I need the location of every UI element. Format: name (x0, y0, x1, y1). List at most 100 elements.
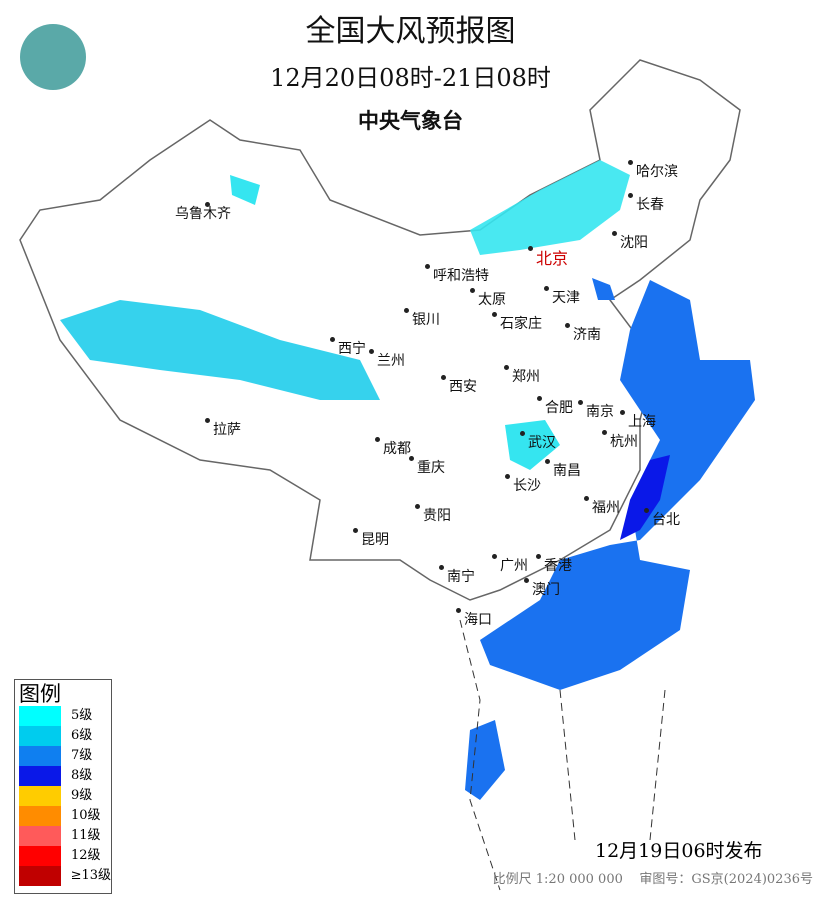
city-label: 西宁 (338, 341, 366, 357)
city-dot (537, 396, 542, 401)
legend-label: 7级 (71, 748, 93, 763)
city-label: 乌鲁木齐 (175, 206, 231, 222)
legend-item: 10级 (15, 806, 111, 826)
city-dot (409, 456, 414, 461)
forecast-period: 12月20日08时-21日08时 (270, 64, 551, 92)
city-dot (620, 410, 625, 415)
city-label: 重庆 (417, 460, 445, 476)
city-dot (545, 459, 550, 464)
city-label: 长春 (636, 197, 664, 213)
legend-label: 9级 (71, 788, 93, 803)
city-label: 郑州 (512, 369, 540, 385)
wind-7-bohai (592, 278, 615, 300)
city-label: 拉萨 (213, 422, 241, 438)
city-label: 澳门 (532, 582, 560, 598)
city-label: 海口 (464, 612, 492, 628)
map-footer: 比例尺 1:20 000 000 审图号：GS京(2024)0236号 (493, 872, 813, 888)
approval-number: 审图号：GS京(2024)0236号 (639, 872, 813, 887)
map-title: 全国大风预报图 (305, 14, 516, 49)
legend-swatch (19, 806, 61, 826)
legend-swatch (19, 726, 61, 746)
legend-swatch (19, 826, 61, 846)
city-dot (520, 431, 525, 436)
city-label: 兰州 (377, 353, 405, 369)
city-dot (205, 202, 210, 207)
city-dot (584, 496, 589, 501)
legend-label: 8级 (71, 768, 93, 783)
legend-swatch (19, 746, 61, 766)
city-label: 合肥 (545, 400, 573, 416)
legend-title: 图例 (19, 682, 61, 706)
city-label: 北京 (536, 249, 569, 268)
city-dot (330, 337, 335, 342)
city-label: 南宁 (447, 569, 475, 585)
city-dot (565, 323, 570, 328)
legend-swatch (19, 846, 61, 866)
city-dot (602, 430, 607, 435)
wind-5-xinjiang (230, 175, 260, 205)
wind-6-northwest (60, 300, 380, 400)
city-label: 香港 (544, 558, 572, 574)
issuer: 中央气象台 (358, 108, 463, 133)
city-dot (544, 286, 549, 291)
city-label: 台北 (652, 512, 680, 528)
legend-label: 12级 (71, 848, 101, 863)
city-dot (524, 578, 529, 583)
city-label: 天津 (552, 290, 580, 306)
city-label: 太原 (478, 292, 506, 308)
city-label: 武汉 (528, 435, 556, 451)
city-dot (612, 231, 617, 236)
wind-7-south-sea (465, 720, 505, 800)
city-dot (425, 264, 430, 269)
city-label: 南京 (586, 404, 614, 420)
legend-swatch (19, 786, 61, 806)
city-label: 昆明 (361, 532, 389, 548)
city-label: 哈尔滨 (636, 164, 678, 180)
city-label: 广州 (500, 558, 528, 574)
legend-item: 9级 (15, 786, 111, 806)
legend: 图例 5级 6级 7级 8级 9级 10级 11级 12级 ≥13级 (14, 679, 112, 894)
city-dot (628, 193, 633, 198)
city-dot (205, 418, 210, 423)
city-dot (492, 312, 497, 317)
legend-swatch (19, 706, 61, 726)
legend-label: ≥13级 (70, 868, 111, 883)
legend-item: 7级 (15, 746, 111, 766)
city-dot (470, 288, 475, 293)
city-dot (492, 554, 497, 559)
publish-time: 12月19日06时发布 (595, 840, 763, 862)
city-dot (439, 565, 444, 570)
legend-label: 6级 (71, 728, 93, 743)
legend-item: ≥13级 (15, 866, 111, 886)
city-label: 济南 (573, 327, 601, 343)
legend-label: 5级 (71, 708, 93, 723)
wind-5-central (505, 420, 560, 470)
city-dot (415, 504, 420, 509)
city-dot (353, 528, 358, 533)
city-dot (528, 246, 533, 251)
legend-swatch (19, 866, 61, 886)
city-dot (578, 400, 583, 405)
city-dot (644, 508, 649, 513)
wind-5-north (470, 160, 630, 255)
legend-item: 8级 (15, 766, 111, 786)
city-label: 银川 (412, 312, 440, 328)
legend-swatch (19, 766, 61, 786)
wind-8-taiwan-strait (620, 455, 670, 540)
city-dot (628, 160, 633, 165)
city-label: 成都 (383, 441, 411, 457)
city-dot (536, 554, 541, 559)
city-label: 福州 (592, 500, 620, 516)
legend-item: 6级 (15, 726, 111, 746)
city-dot (505, 474, 510, 479)
cma-logo (20, 24, 86, 90)
city-label: 贵阳 (423, 508, 451, 524)
city-dot (504, 365, 509, 370)
legend-item: 12级 (15, 846, 111, 866)
city-dot (375, 437, 380, 442)
scale-text: 比例尺 1:20 000 000 (492, 872, 623, 887)
city-dot (441, 375, 446, 380)
city-label: 长沙 (513, 478, 541, 494)
